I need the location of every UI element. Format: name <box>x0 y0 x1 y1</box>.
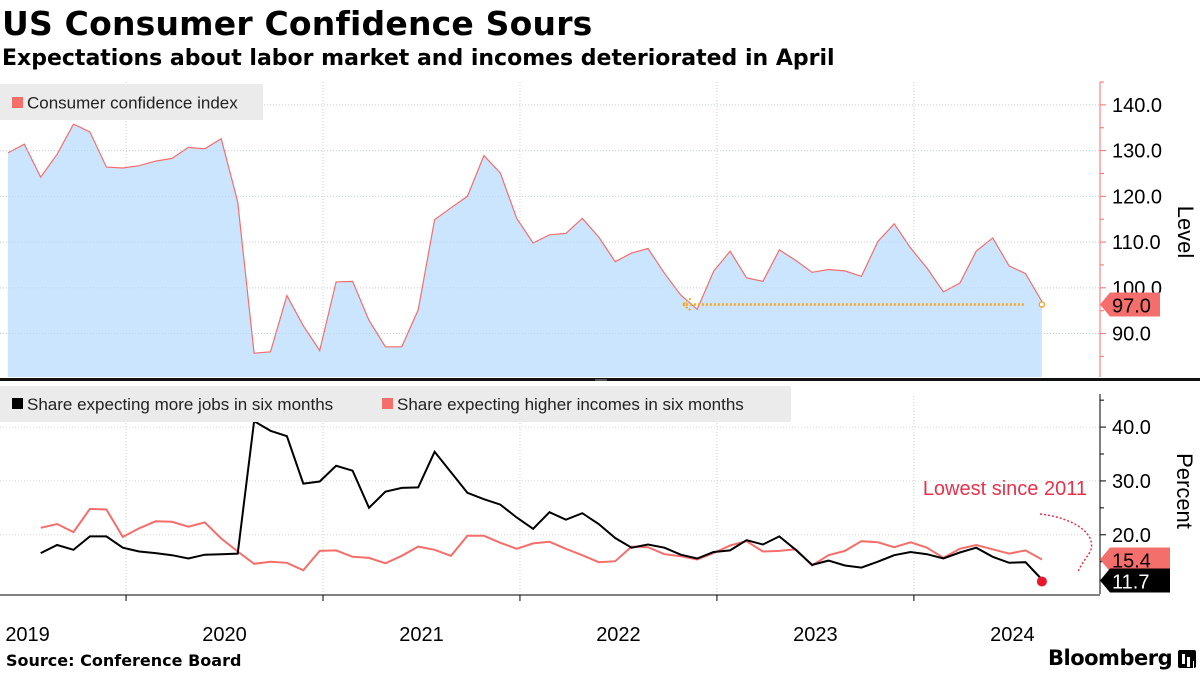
last-value-label-jobs: 11.7 <box>1112 571 1149 593</box>
y-tick-label-top: 140.0 <box>1112 95 1162 117</box>
last-value-badge-jobs <box>1100 568 1170 593</box>
lowest-point-marker <box>1036 576 1047 587</box>
y-tick-label-bottom: 20.0 <box>1112 525 1151 547</box>
y-tick-label-bottom: 40.0 <box>1112 417 1151 439</box>
last-value-badge-confidence <box>1100 292 1160 317</box>
y-tick-label-bottom: 30.0 <box>1112 471 1151 493</box>
last-value-label-confidence: 97.0 <box>1112 296 1151 318</box>
incomes-line <box>40 507 1043 572</box>
y-axis-label-bottom: Percent <box>1172 453 1197 529</box>
legend-swatch-incomes <box>382 398 393 409</box>
legend-swatch-confidence <box>12 97 23 108</box>
brand-wordmark: Bloomberg <box>1048 646 1173 670</box>
x-tick-label: 2019 <box>5 624 50 646</box>
y-tick-label-top: 90.0 <box>1112 324 1151 346</box>
y-axis-label-top: Level <box>1173 206 1198 259</box>
legend-label-incomes: Share expecting higher incomes in six mo… <box>397 395 744 414</box>
chart-title: US Consumer Confidence Sours <box>2 4 593 43</box>
confidence-area <box>7 124 1042 377</box>
x-tick-label: 2021 <box>399 624 444 646</box>
trend-arrow-origin <box>1038 301 1046 308</box>
legend-top-box <box>0 84 263 120</box>
jobs-line <box>40 419 1043 581</box>
last-value-badge-incomes <box>1100 547 1170 572</box>
legend-label-jobs: Share expecting more jobs in six months <box>27 395 333 414</box>
annotation-connector <box>1039 513 1093 573</box>
x-tick-label: 2023 <box>793 624 838 646</box>
x-tick-label: 2020 <box>202 624 247 646</box>
x-tick-label: 2024 <box>990 624 1035 646</box>
source-note: Source: Conference Board <box>6 651 242 670</box>
last-value-label-incomes: 15.4 <box>1112 551 1151 573</box>
legend-bottom-box <box>0 386 791 422</box>
y-tick-label-top: 130.0 <box>1112 141 1162 163</box>
y-tick-label-top: 110.0 <box>1112 232 1161 254</box>
bloomberg-terminal-icon <box>1178 650 1196 668</box>
annotation-lowest-since: Lowest since 2011 <box>923 478 1087 500</box>
legend-swatch-jobs <box>12 398 23 409</box>
x-tick-label: 2022 <box>596 624 641 646</box>
legend-label-confidence: Consumer confidence index <box>27 94 238 113</box>
chart-subtitle: Expectations about labor market and inco… <box>2 46 835 71</box>
confidence-line <box>7 123 1043 354</box>
y-tick-label-top: 120.0 <box>1112 186 1162 208</box>
